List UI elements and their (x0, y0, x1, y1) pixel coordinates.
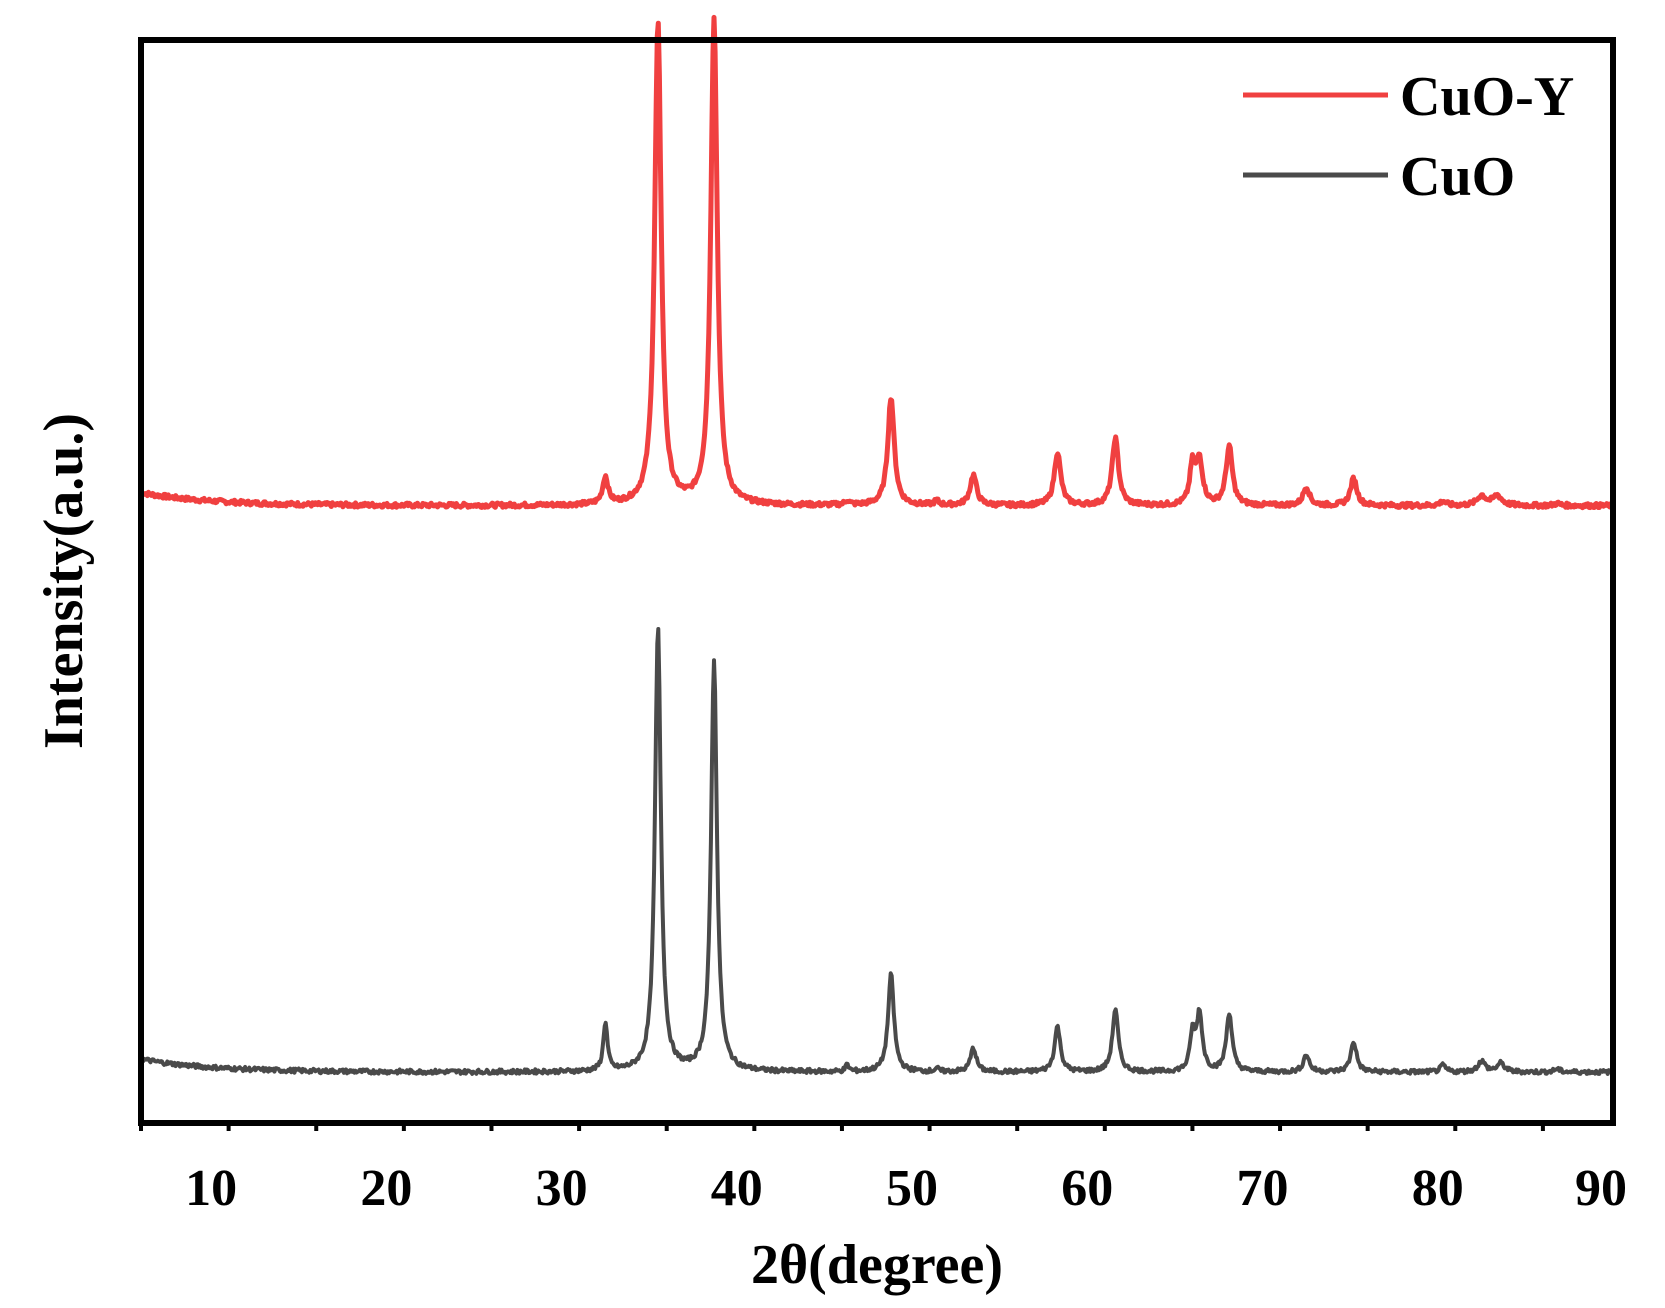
series-line-cuo (139, 627, 1615, 1076)
series-line-cuo-y (139, 14, 1616, 511)
x-tick-label: 80 (1412, 1160, 1464, 1217)
series-layer (139, 14, 1616, 1076)
x-tick-label: 90 (1575, 1160, 1627, 1217)
x-axis-ticks: 10 20 30 40 50 60 70 80 90 (139, 1123, 1627, 1217)
y-axis-title: Intensity(a.u.) (33, 413, 95, 749)
x-tick-label: 50 (886, 1160, 938, 1217)
x-tick-label: 60 (1061, 1160, 1113, 1217)
legend-label: CuO (1400, 146, 1515, 208)
x-tick-label: 40 (711, 1160, 763, 1217)
x-tick-label: 10 (185, 1160, 237, 1217)
plot-frame (138, 37, 1616, 1126)
legend-label: CuO-Y (1400, 66, 1574, 128)
x-tick-label: 30 (536, 1160, 588, 1217)
x-axis-title: 2θ(degree) (751, 1234, 1003, 1296)
x-tick-label: 70 (1237, 1160, 1289, 1217)
x-tick-label: 20 (360, 1160, 412, 1217)
legend: CuO-Y CuO (1243, 66, 1574, 208)
